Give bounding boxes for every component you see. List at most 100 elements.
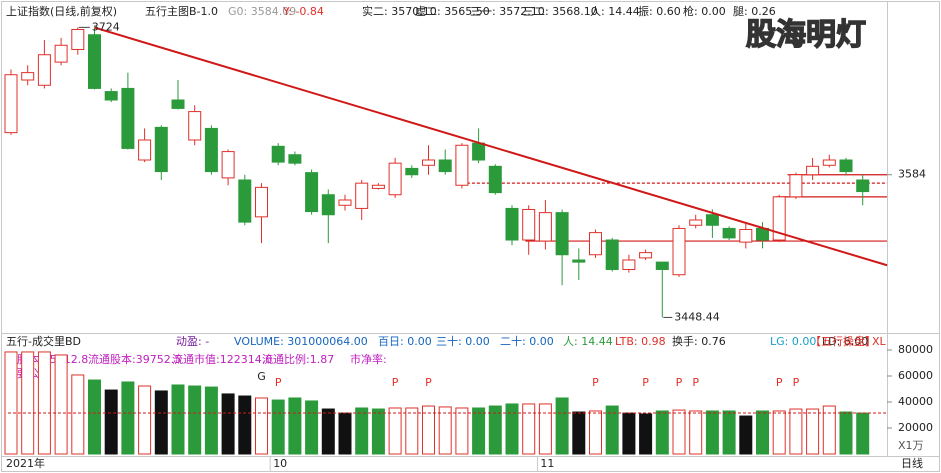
volume-bar [472, 407, 486, 455]
header-item: 枪: 0.00 [683, 4, 726, 18]
volume-header-item: 三十: 0.00 [436, 334, 490, 348]
volume-bar [288, 397, 302, 455]
volume-bar [154, 390, 168, 455]
volume-bar [371, 408, 385, 455]
candle-body [639, 252, 653, 259]
header-item: Y: -0.84 [282, 5, 324, 18]
volume-bar [121, 381, 135, 455]
candle-body [355, 182, 369, 209]
header-item: 人: 14.44 [590, 5, 640, 18]
candle-body [689, 219, 703, 226]
volume-header-item: 五行-成交里BD [6, 334, 81, 348]
candle-body [772, 196, 786, 241]
candle-body [806, 165, 820, 176]
volume-header-item: VOLUME: 301000064.00 [234, 335, 368, 348]
volume-bar [255, 397, 268, 455]
volume-header-item: 百日: 0.00 [378, 335, 432, 348]
title: 上证指数(日线,前复权) [6, 4, 117, 18]
info-text: 流通股本:39752.5 [88, 352, 181, 366]
low-label: 3448.44 [674, 310, 720, 323]
candle-body [488, 165, 502, 194]
indicator: 五行主图B-1.0 [145, 5, 218, 18]
volume-bar [338, 412, 352, 455]
volume-bar [238, 395, 252, 455]
candle-body [288, 154, 302, 164]
volume-bar [4, 351, 18, 455]
candle-body [238, 179, 252, 223]
signal: P [642, 376, 649, 389]
volume-bar [355, 407, 369, 455]
volume-bar [739, 415, 753, 455]
volume-bar [806, 408, 820, 455]
signal: P [425, 376, 432, 389]
candle-body [88, 34, 101, 89]
volume-bar [772, 410, 786, 455]
header-item: 实二: 3570.10 [362, 4, 437, 18]
candle-body [188, 111, 202, 141]
candle-body [21, 72, 35, 81]
candle-body [338, 199, 352, 206]
candle-body [589, 232, 602, 256]
candle-body [121, 87, 135, 149]
volume-bar [655, 410, 669, 455]
candle-body [154, 126, 168, 173]
candle-body [54, 44, 68, 63]
candle-body [672, 227, 686, 276]
volume-header-item: XL [872, 335, 887, 348]
signal: P [275, 376, 282, 389]
volume-bar [605, 405, 619, 455]
candle-body [538, 212, 552, 242]
signal: P [692, 376, 699, 389]
x-tick-label: 10 [273, 457, 287, 470]
candle-body [104, 91, 118, 101]
header-item: 振: 0.60 [638, 4, 681, 18]
candle-body [622, 259, 636, 270]
candle-body [555, 212, 569, 256]
volume-bar [839, 411, 853, 455]
header-item: 三二: 3568.10 [523, 5, 598, 18]
info-text: 流通市值:122314.6 [172, 352, 272, 366]
x-tick-label: 2021年 [6, 456, 45, 470]
candle-body [522, 208, 536, 241]
candle-body [138, 139, 152, 161]
volume-bar [438, 406, 452, 455]
signal: G [257, 370, 266, 383]
signal: P [392, 376, 399, 389]
candle-body [789, 174, 803, 198]
candle-body [271, 145, 285, 163]
candle-body [221, 151, 235, 179]
header-item: 三一: 3572.10 [470, 5, 545, 18]
candle-body [422, 159, 435, 166]
candle-body [505, 207, 519, 241]
volume-bar [455, 407, 469, 455]
signal: P [793, 376, 800, 389]
unit-label: X1万 [898, 439, 924, 452]
volume-bar [305, 400, 319, 455]
volume-bar [522, 403, 536, 455]
volume-bar [388, 407, 402, 455]
candle-body [455, 144, 469, 186]
candle-body [722, 227, 736, 239]
candle-body [705, 214, 719, 226]
volume-bar [138, 385, 152, 455]
volume-bar [188, 385, 202, 455]
candle-body [204, 127, 218, 173]
candle-body [321, 194, 335, 216]
signal: P [776, 376, 783, 389]
volume-bar [405, 407, 419, 455]
y-tick-label: 20000 [898, 421, 933, 434]
candle-body [171, 99, 185, 109]
volume-bar [104, 389, 118, 455]
candle-body [572, 259, 586, 263]
volume-bar [572, 411, 586, 455]
volume-bar [689, 410, 703, 455]
volume-header-item: 【五行操盘】 [810, 334, 876, 348]
volume-bar [488, 405, 502, 455]
volume-header-item: LTB: 0.98 [615, 335, 666, 348]
info-text: 流通比例:1.87 [262, 352, 334, 366]
header-item: 虚二: 3565.50 [415, 5, 490, 18]
candle-body [255, 186, 268, 218]
period: 日线 [901, 456, 923, 470]
volume-bar [321, 408, 335, 455]
